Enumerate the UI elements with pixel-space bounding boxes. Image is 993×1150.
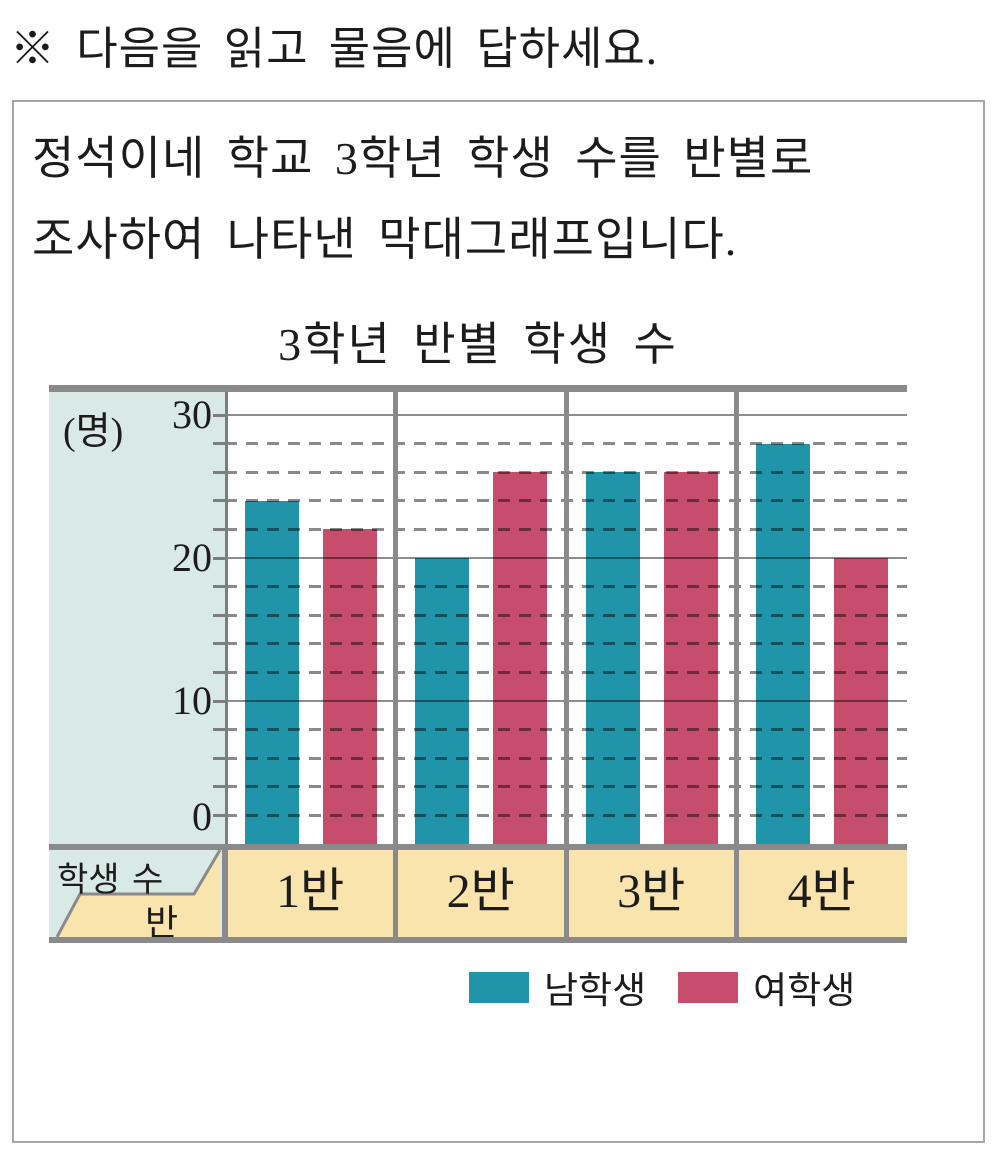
chart-frame-bottom xyxy=(49,937,907,943)
bar-female-class2 xyxy=(493,472,547,844)
corner-row-header: 학생 수 xyxy=(57,862,164,899)
y-axis-tick-12 xyxy=(213,670,225,674)
bar-female-class3 xyxy=(663,472,718,844)
y-axis-tick-26 xyxy=(213,470,225,474)
y-axis-tick-18 xyxy=(213,585,225,589)
corner-col-header: 반 xyxy=(145,903,179,937)
problem-statement: 정석이네 학교 3학년 학생 수를 반별로 조사하여 나타낸 막대그래프입니다. xyxy=(32,118,813,280)
y-tick-label-0: 0 xyxy=(192,794,212,839)
y-axis-tick-2 xyxy=(213,813,225,817)
legend-label-male: 남학생 xyxy=(544,971,647,1012)
y-tick-label-10: 10 xyxy=(172,678,212,723)
corner-diagonal-shape xyxy=(55,850,222,937)
y-axis-tick-14 xyxy=(213,642,225,646)
bar-chart: (명) 0 10 20 30 학생 수 반 1반 2반 3반 4반 xyxy=(49,385,907,943)
y-axis-tick-8 xyxy=(213,728,225,732)
y-axis-tick-16 xyxy=(213,613,225,617)
category-label-class3: 3반 xyxy=(617,865,686,918)
y-tick-label-20: 20 xyxy=(172,535,212,580)
legend-item-female: 여학생 xyxy=(678,960,855,1014)
bar-female-class1 xyxy=(322,529,377,844)
y-axis-tick-30 xyxy=(213,413,225,417)
chart-frame-x-axis xyxy=(49,844,907,850)
chart-title: 3학년 반별 학생 수 xyxy=(278,319,678,370)
problem-statement-line2: 조사하여 나타낸 막대그래프입니다. xyxy=(32,214,738,265)
chart-legend: 남학생 여학생 xyxy=(469,960,855,1014)
column-separator-3 xyxy=(734,392,739,937)
y-axis-tick-22 xyxy=(213,527,225,531)
legend-item-male: 남학생 xyxy=(469,960,646,1014)
legend-swatch-female xyxy=(678,971,739,1003)
y-axis-tick-6 xyxy=(213,756,225,760)
y-axis-tick-10 xyxy=(213,699,225,703)
header-axis-separator xyxy=(222,850,228,937)
category-label-class1: 1반 xyxy=(276,865,345,918)
y-axis-tick-20 xyxy=(213,556,225,560)
y-axis-tick-24 xyxy=(213,499,225,503)
table-corner-cell: 학생 수 반 xyxy=(49,850,225,937)
y-axis-panel: (명) 0 10 20 30 xyxy=(49,392,225,844)
y-axis-unit-label: (명) xyxy=(63,411,124,453)
y-tick-label-30: 30 xyxy=(172,392,212,437)
problem-statement-line1: 정석이네 학교 3학년 학생 수를 반별로 xyxy=(32,133,814,184)
category-label-class4: 4반 xyxy=(787,865,856,918)
y-axis-line xyxy=(225,392,228,844)
instruction-text: ※ 다음을 읽고 물음에 답하세요. xyxy=(10,24,659,74)
y-axis-tick-28 xyxy=(213,442,225,446)
y-axis-tick-4 xyxy=(213,785,225,789)
problem-box: 정석이네 학교 3학년 학생 수를 반별로 조사하여 나타낸 막대그래프입니다.… xyxy=(12,100,985,1143)
legend-label-female: 여학생 xyxy=(753,971,856,1012)
legend-swatch-male xyxy=(469,971,529,1003)
column-separator-1 xyxy=(393,392,398,937)
category-label-class2: 2반 xyxy=(446,865,515,918)
column-separator-2 xyxy=(563,392,569,937)
bar-male-class3 xyxy=(585,472,640,844)
chart-frame-top xyxy=(49,385,907,392)
